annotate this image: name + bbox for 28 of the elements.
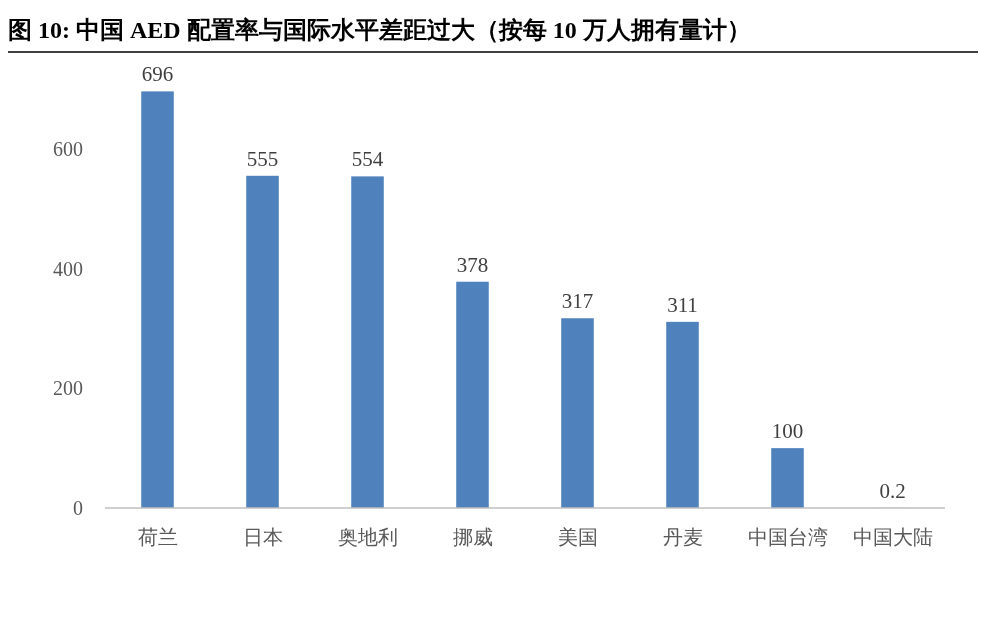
bar (771, 448, 804, 508)
y-tick-label: 0 (73, 497, 83, 519)
data-label: 555 (246, 146, 279, 171)
chart-title: 图 10: 中国 AED 配置率与国际水平差距过大（按每 10 万人拥有量计） (8, 17, 751, 43)
x-tick-label: 中国台湾 (747, 526, 828, 548)
data-label: 100 (771, 419, 804, 444)
data-label: 554 (351, 147, 384, 172)
x-tick-label: 荷兰 (137, 526, 178, 548)
data-label: 317 (561, 289, 594, 314)
bar (141, 91, 174, 508)
bar (561, 318, 594, 508)
x-tick-label: 日本 (242, 526, 283, 548)
y-tick-label: 600 (53, 137, 83, 160)
x-tick-label: 奥地利 (337, 526, 398, 548)
x-tick-label: 中国大陆 (852, 526, 933, 548)
x-tick-label: 美国 (557, 526, 598, 548)
bar (351, 176, 384, 508)
bar (246, 175, 279, 508)
bar (666, 321, 699, 508)
bar (456, 281, 489, 508)
y-tick-label: 400 (53, 257, 83, 280)
y-tick-label: 200 (53, 377, 83, 400)
x-tick-label: 挪威 (452, 526, 493, 548)
data-label: 0.2 (879, 478, 906, 503)
x-tick-label: 丹麦 (662, 526, 703, 548)
data-label: 311 (667, 292, 698, 317)
data-label: 378 (456, 252, 489, 277)
data-label: 696 (141, 62, 174, 87)
